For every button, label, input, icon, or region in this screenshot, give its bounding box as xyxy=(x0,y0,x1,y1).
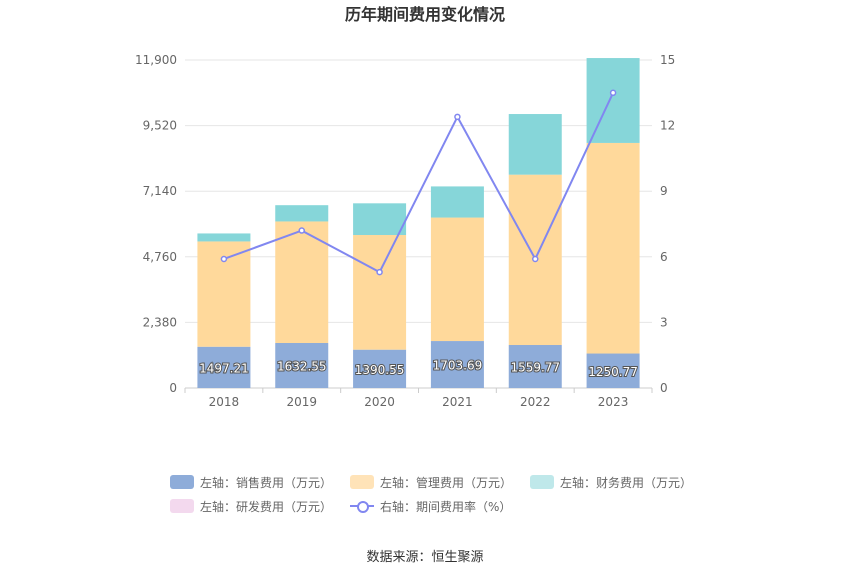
legend-label-rd: 左轴：研发费用（万元） xyxy=(200,499,333,514)
legend-label-rate: 右轴：期间费用率（%） xyxy=(380,499,512,514)
right-tick-label: 15 xyxy=(660,53,675,67)
x-tick-label: 2021 xyxy=(442,395,473,409)
legend-swatch-admin xyxy=(350,475,375,489)
rate-point[interactable] xyxy=(220,255,228,263)
rate-line xyxy=(223,92,614,274)
left-tick-label: 2,380 xyxy=(143,315,177,329)
rate-point[interactable] xyxy=(609,89,617,97)
legend-item-rate[interactable]: 右轴：期间费用率（%） xyxy=(350,498,511,515)
bar-segment[interactable] xyxy=(430,217,484,342)
right-tick-label: 3 xyxy=(660,315,668,329)
legend-item-sales[interactable]: 左轴：销售费用（万元） xyxy=(170,474,332,491)
rate-point[interactable] xyxy=(532,255,539,263)
data-source: 数据来源：恒生聚源 xyxy=(366,550,484,565)
chart-title: 历年期间费用变化情况 xyxy=(345,5,505,24)
legend-label-finance: 左轴：财务费用（万元） xyxy=(560,475,693,490)
left-tick-label: 4,760 xyxy=(143,250,177,264)
bar-value-label: 1559.77 xyxy=(510,361,560,375)
bar-segment[interactable] xyxy=(586,142,640,354)
legend-item-finance[interactable]: 左轴：财务费用（万元） xyxy=(530,474,692,491)
legend-swatch-sales xyxy=(170,475,194,489)
legend-label-admin: 左轴：管理费用（万元） xyxy=(380,475,513,490)
data-labels: 1497.21 1632.55 1390.55 1703.69 1559.77 1250.… xyxy=(198,358,639,380)
bar-segment[interactable] xyxy=(353,235,407,350)
bar-value-label: 1497.21 xyxy=(199,361,249,375)
bar-segment[interactable] xyxy=(430,341,484,388)
bar-segment[interactable] xyxy=(197,233,251,242)
bar-value-label: 1703.69 xyxy=(433,359,483,373)
bar-value-label: 1390.55 xyxy=(355,363,405,377)
left-tick-label: 9,520 xyxy=(143,119,177,133)
line-series xyxy=(220,89,617,276)
x-tick-label: 2018 xyxy=(209,395,240,409)
left-tick-label: 11,900 xyxy=(135,53,177,67)
legend-label-sales: 左轴：销售费用（万元） xyxy=(200,475,333,490)
rate-point[interactable] xyxy=(454,113,461,121)
bars xyxy=(197,58,640,388)
bar-value-label: 1632.55 xyxy=(277,360,327,374)
bar-segment[interactable] xyxy=(353,203,407,236)
bar-segment[interactable] xyxy=(197,346,251,388)
bar-value-label: 1250.77 xyxy=(588,365,638,379)
bar-segment[interactable] xyxy=(275,343,329,388)
bar-segment[interactable] xyxy=(430,186,484,218)
x-tick-label: 2022 xyxy=(520,395,551,409)
right-tick-label: 9 xyxy=(660,184,668,198)
bar-segment[interactable] xyxy=(508,345,562,388)
right-tick-label: 0 xyxy=(660,381,668,395)
bar-segment[interactable] xyxy=(508,114,562,175)
rate-point[interactable] xyxy=(298,227,305,234)
bar-segment[interactable] xyxy=(353,349,407,388)
legend-swatch-rate xyxy=(350,499,375,513)
legend-item-rd[interactable]: 左轴：研发费用（万元） xyxy=(170,498,332,515)
legend-item-admin[interactable]: 左轴：管理费用（万元） xyxy=(350,474,512,491)
bar-segment[interactable] xyxy=(275,205,329,222)
x-tick-label: 2019 xyxy=(286,395,317,409)
axes: 0 0 2,380 3 4,760 6 7,140 9 9,520 12 11,900 15 2018 2… xyxy=(135,53,675,409)
right-tick-label: 12 xyxy=(660,119,675,133)
bar-segment[interactable] xyxy=(275,221,329,344)
left-tick-label: 7,140 xyxy=(143,184,177,198)
right-tick-label: 6 xyxy=(660,250,668,264)
legend-swatch-finance xyxy=(530,475,555,489)
grid xyxy=(185,59,652,389)
bar-segment[interactable] xyxy=(586,353,640,388)
x-tick-label: 2023 xyxy=(598,395,629,409)
left-tick-label: 0 xyxy=(169,381,177,395)
legend: 左轴：销售费用（万元） 左轴：管理费用（万元） 左轴：财务费用（万元） 左轴：研… xyxy=(170,470,692,518)
x-tick-label: 2020 xyxy=(364,395,395,409)
legend-swatch-rd xyxy=(170,499,194,513)
rate-point[interactable] xyxy=(376,268,383,276)
